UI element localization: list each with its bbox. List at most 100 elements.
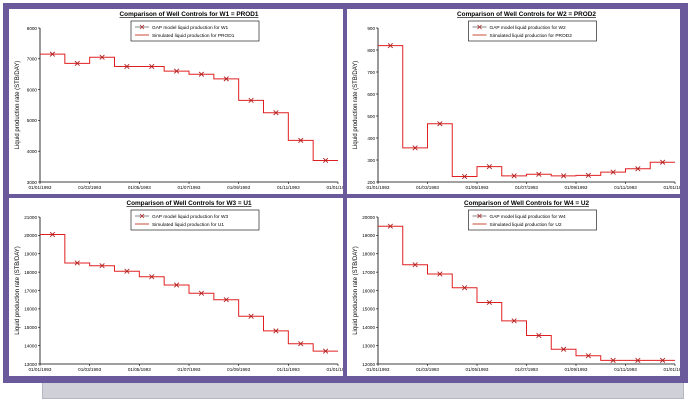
simulated-step-line	[40, 233, 338, 352]
x-tick-label: 01/11/1993	[614, 185, 637, 190]
gap-marker	[322, 348, 329, 354]
y-tick-label: 17000	[24, 288, 37, 293]
chart-svg: Comparison of Well Controls for W2 = PRO…	[353, 11, 681, 190]
x-tick-label: 01/05/1993	[466, 367, 489, 372]
gap-marker	[223, 76, 229, 82]
gap-marker	[149, 274, 155, 280]
chart-panel-w2: Comparison of Well Controls for W2 = PRO…	[347, 9, 680, 194]
gap-marker	[412, 145, 418, 151]
x-tick-label: 01/01/1994	[664, 367, 681, 372]
gap-marker	[273, 110, 279, 116]
y-tick-label: 800	[367, 48, 375, 53]
x-tick-label: 01/01/1993	[367, 367, 390, 372]
y-tick-label: 15000	[24, 325, 37, 330]
y-tick-label: 19000	[362, 233, 375, 238]
gap-marker	[298, 341, 304, 347]
gap-marker	[173, 68, 180, 74]
gap-marker	[173, 282, 180, 288]
gap-marker	[99, 263, 105, 269]
gap-marker	[49, 231, 56, 238]
gap-marker	[248, 313, 254, 319]
gap-marker	[223, 297, 229, 303]
legend-box	[468, 20, 597, 42]
y-tick-label: 700	[367, 70, 375, 75]
y-tick-label: 18000	[362, 252, 375, 257]
legend-gap-label: GAP model liquid production for W2	[490, 25, 566, 31]
gap-marker	[437, 271, 443, 277]
chart-panel-w1: Comparison of Well Controls for W1 = PRO…	[9, 9, 343, 194]
gap-marker	[462, 285, 468, 291]
y-axis-label: Liquid production rate (STB/DAY)	[15, 61, 21, 150]
x-tick-label: 01/09/1993	[565, 367, 588, 372]
chart-title: Comparison of Well Controls for W3 = U1	[126, 200, 251, 207]
x-tick-label: 01/09/1993	[565, 185, 588, 190]
gap-marker	[610, 357, 616, 363]
x-tick-label: 01/11/1993	[277, 367, 300, 372]
chart-panel-w4: Comparison of Well Controls for W4 = U2 L…	[347, 198, 680, 376]
gap-marker	[149, 63, 155, 70]
gap-marker	[561, 346, 567, 352]
x-tick-label: 01/07/1993	[178, 367, 201, 372]
x-tick-label: 01/01/1994	[327, 185, 344, 190]
gap-marker	[585, 172, 591, 179]
gap-marker	[124, 268, 130, 274]
gap-marker	[273, 328, 279, 334]
gap-marker	[412, 262, 418, 268]
y-tick-label: 20000	[24, 233, 37, 238]
gap-marker	[585, 353, 591, 359]
x-tick-label: 01/07/1993	[515, 185, 538, 190]
y-tick-label: 16000	[24, 307, 37, 312]
gap-marker	[511, 173, 517, 179]
y-tick-label: 500	[367, 114, 375, 119]
x-tick-label: 01/09/1993	[227, 367, 250, 372]
gap-marker	[322, 157, 329, 164]
legend-gap-marker	[139, 24, 145, 30]
y-tick-label: 200	[367, 180, 375, 185]
gap-marker	[74, 260, 80, 266]
y-tick-label: 4000	[27, 149, 38, 154]
y-tick-label: 300	[367, 158, 375, 163]
y-tick-label: 14000	[362, 325, 375, 330]
chart-title: Comparison of Well Controls for W1 = PRO…	[120, 11, 259, 18]
legend-box	[130, 209, 260, 231]
y-tick-label: 20000	[362, 215, 375, 220]
legend-box	[130, 20, 260, 42]
gap-marker	[536, 332, 542, 339]
legend-sim-label: Simulated liquid production for U1	[152, 222, 224, 228]
gap-marker	[248, 97, 254, 103]
gap-marker	[486, 299, 492, 306]
y-tick-label: 21000	[24, 215, 37, 220]
y-tick-label: 400	[367, 136, 375, 141]
legend-sim-label: Simulated liquid production for PROD2	[490, 33, 573, 39]
gap-marker	[462, 173, 468, 180]
gap-marker	[124, 63, 130, 70]
y-tick-label: 12000	[362, 362, 375, 367]
legend-gap-label: GAP model liquid production for W4	[490, 214, 566, 220]
y-axis-label: Liquid production rate (STB/DAY)	[353, 246, 359, 335]
y-tick-label: 19000	[24, 252, 37, 257]
x-tick-label: 01/01/1993	[29, 367, 52, 372]
legend-gap-label: GAP model liquid production for W1	[152, 25, 228, 31]
gap-marker	[561, 173, 567, 179]
legend-gap-marker	[139, 213, 145, 219]
legend-gap-label: GAP model liquid production for W3	[152, 214, 228, 220]
gap-marker	[660, 357, 666, 363]
y-tick-label: 7000	[27, 57, 38, 62]
gap-marker	[387, 223, 393, 229]
gap-marker	[660, 159, 666, 165]
x-tick-label: 01/05/1993	[128, 367, 151, 372]
x-tick-label: 01/01/1994	[327, 367, 344, 372]
gap-marker	[99, 54, 105, 60]
y-tick-label: 15000	[362, 307, 375, 312]
simulated-step-line	[40, 53, 338, 161]
gap-marker	[198, 290, 205, 296]
gap-marker	[536, 171, 542, 177]
x-tick-label: 01/01/1994	[664, 185, 681, 190]
y-tick-label: 600	[367, 92, 375, 97]
chart-svg: Comparison of Well Controls for W3 = U1 L…	[15, 200, 344, 372]
legend-sim-label: Simulated liquid production for PROD1	[152, 33, 235, 39]
x-tick-label: 01/05/1993	[128, 185, 151, 190]
chart-panel-w3: Comparison of Well Controls for W3 = U1 L…	[9, 198, 343, 376]
y-tick-label: 16000	[362, 288, 375, 293]
x-tick-label: 01/03/1993	[416, 185, 439, 190]
